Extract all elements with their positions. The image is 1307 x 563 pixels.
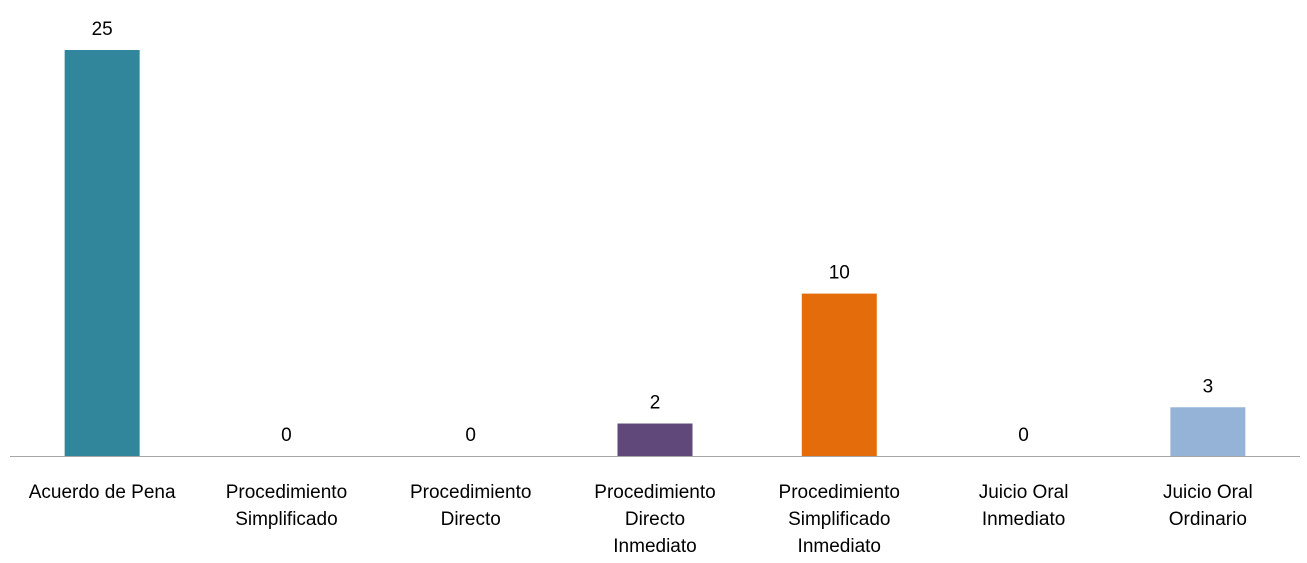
x-tick-label-line: Inmediato [613, 536, 696, 557]
bar [1170, 407, 1246, 456]
bar [801, 293, 877, 456]
x-tick-label: Acuerdo de Pena [29, 482, 176, 503]
data-label: 2 [650, 393, 661, 414]
x-tick-label-line: Simplificado [788, 509, 890, 530]
x-tick-label: Procedimiento Directo [410, 482, 531, 530]
x-tick-label-line: Inmediato [798, 536, 881, 557]
x-tick-label-line: Acuerdo de Pena [29, 482, 176, 503]
x-tick-label-line: Juicio Oral [1163, 482, 1253, 503]
data-label: 0 [1018, 425, 1029, 446]
bars-layer [64, 50, 1246, 456]
x-tick-label-line: Directo [441, 509, 501, 530]
x-tick-label-line: Procedimiento [779, 482, 900, 503]
x-tick-label-line: Procedimiento [594, 482, 715, 503]
x-tick-label: Procedimiento Simplificado Inmediato [779, 482, 900, 557]
x-tick-label-line: Juicio Oral [979, 482, 1069, 503]
x-tick-label: Juicio Oral Ordinario [1163, 482, 1253, 530]
data-label: 0 [281, 425, 292, 446]
x-tick-label-line: Inmediato [982, 509, 1065, 530]
data-label: 10 [829, 263, 850, 284]
x-tick-label: Procedimiento Simplificado [226, 482, 347, 530]
bar [617, 423, 693, 456]
bar [64, 50, 140, 456]
x-tick-label: Procedimiento Directo Inmediato [594, 482, 715, 557]
x-tick-label-line: Directo [625, 509, 685, 530]
x-tick-label-line: Procedimiento [226, 482, 347, 503]
data-label: 0 [465, 425, 476, 446]
value-labels-layer: 25 0 0 2 10 0 3 [92, 19, 1214, 446]
x-tick-label-line: Ordinario [1169, 509, 1247, 530]
x-tick-label-line: Simplificado [235, 509, 337, 530]
x-tick-label-line: Procedimiento [410, 482, 531, 503]
category-labels-layer: Acuerdo de Pena Procedimiento Simplificado… [29, 482, 1253, 557]
data-label: 25 [92, 19, 113, 40]
data-label: 3 [1203, 376, 1214, 397]
x-tick-label: Juicio Oral Inmediato [979, 482, 1069, 530]
